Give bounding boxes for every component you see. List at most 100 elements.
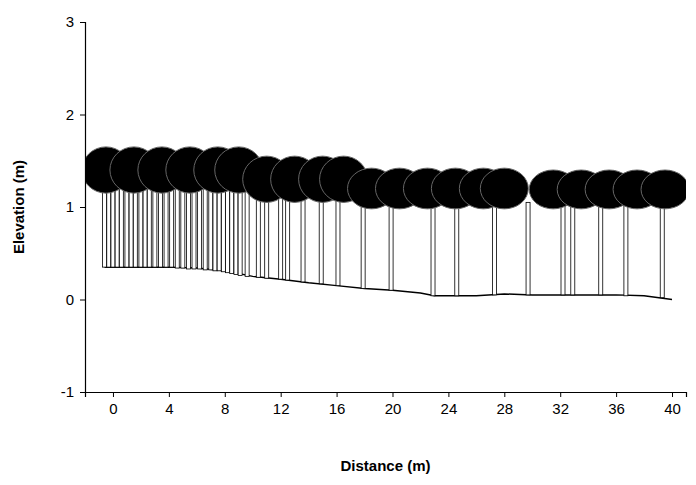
- crown: [641, 170, 686, 209]
- stem: [164, 184, 168, 267]
- stem: [571, 202, 575, 295]
- tick-mark: [80, 22, 85, 23]
- crown: [480, 168, 528, 209]
- stem: [143, 184, 147, 267]
- crowns: [85, 147, 686, 209]
- tick-mark: [113, 392, 114, 397]
- tick-mark: [281, 392, 282, 397]
- tick: 20: [385, 392, 402, 417]
- stem: [186, 184, 190, 269]
- stem: [431, 202, 435, 295]
- stem: [286, 193, 290, 280]
- tick-mark: [616, 392, 617, 397]
- stem: [221, 184, 225, 272]
- stem: [526, 202, 530, 295]
- stem: [111, 184, 115, 267]
- tick: 1: [66, 198, 85, 215]
- stem: [175, 184, 179, 268]
- tick: 8: [221, 392, 229, 417]
- stem: [561, 202, 565, 295]
- tick-label: 16: [329, 400, 346, 417]
- tick: 28: [496, 392, 513, 417]
- stem: [125, 184, 129, 267]
- tick: -1: [61, 383, 85, 400]
- stem: [319, 193, 323, 284]
- stem: [209, 184, 213, 270]
- stem: [192, 184, 196, 269]
- tick-label: 36: [608, 400, 625, 417]
- tick-mark: [560, 392, 561, 397]
- stem: [181, 184, 185, 268]
- stem: [245, 184, 249, 277]
- stem: [279, 193, 283, 279]
- tick-label: -1: [61, 383, 74, 400]
- stem: [624, 202, 628, 295]
- tick-mark: [80, 392, 85, 393]
- tick-label: 20: [385, 400, 402, 417]
- plot: 0481216202428323640-10123: [61, 13, 689, 416]
- stem: [230, 184, 234, 274]
- stem: [455, 202, 459, 295]
- y-axis: -1 0 1 2 3: [61, 13, 86, 400]
- tick-mark: [504, 392, 505, 397]
- tick-mark: [672, 392, 673, 397]
- tick-mark: [392, 392, 393, 397]
- stem: [336, 193, 340, 286]
- stem: [147, 184, 151, 267]
- tick: 12: [273, 392, 290, 417]
- tick: 24: [441, 392, 458, 417]
- stem: [103, 184, 107, 267]
- tick-mark: [80, 115, 85, 116]
- stem: [256, 193, 260, 277]
- stem: [213, 184, 217, 271]
- stem: [115, 184, 119, 267]
- stem: [217, 184, 221, 271]
- tick-label: 32: [552, 400, 569, 417]
- stem: [389, 202, 393, 290]
- stem: [158, 184, 162, 267]
- tick: 16: [329, 392, 346, 417]
- stem: [301, 193, 305, 282]
- tick: 40: [664, 392, 681, 417]
- tick: 4: [165, 392, 173, 417]
- tick-mark: [448, 392, 449, 397]
- stem: [234, 184, 238, 275]
- tick-label: 28: [496, 400, 513, 417]
- tick: 36: [608, 392, 625, 417]
- tick-label: 0: [109, 400, 117, 417]
- tick: 32: [552, 392, 569, 417]
- tick-label: 24: [441, 400, 458, 417]
- x-axis-title: Distance (m): [340, 457, 430, 474]
- stem: [107, 184, 111, 267]
- tick-label: 3: [66, 13, 74, 30]
- y-axis-title: Elevation (m): [10, 160, 27, 254]
- stem: [660, 202, 664, 297]
- tick-mark: [80, 207, 85, 208]
- stem: [265, 193, 269, 278]
- marks: [85, 147, 686, 300]
- stem: [238, 184, 242, 276]
- stem: [119, 184, 123, 267]
- tick-mark: [337, 392, 338, 397]
- tick-label: 2: [66, 106, 74, 123]
- tick-label: 12: [273, 400, 290, 417]
- stem: [198, 184, 202, 269]
- stem: [133, 184, 137, 267]
- stem: [599, 202, 603, 295]
- stem: [170, 184, 174, 267]
- tick-label: 4: [165, 400, 173, 417]
- tick-mark: [225, 392, 226, 397]
- tick: 2: [66, 106, 85, 123]
- tick: 0: [109, 392, 117, 417]
- tick-mark: [169, 392, 170, 397]
- stem: [153, 184, 157, 267]
- tick-label: 0: [66, 291, 74, 308]
- chart: 0481216202428323640-10123Distance (m)Ele…: [0, 0, 696, 485]
- tick: 0: [66, 291, 85, 308]
- stem: [493, 202, 497, 295]
- stem: [139, 184, 143, 267]
- tick: 3: [66, 13, 85, 30]
- tick-label: 1: [66, 198, 74, 215]
- stem: [361, 202, 365, 288]
- stem: [129, 184, 133, 267]
